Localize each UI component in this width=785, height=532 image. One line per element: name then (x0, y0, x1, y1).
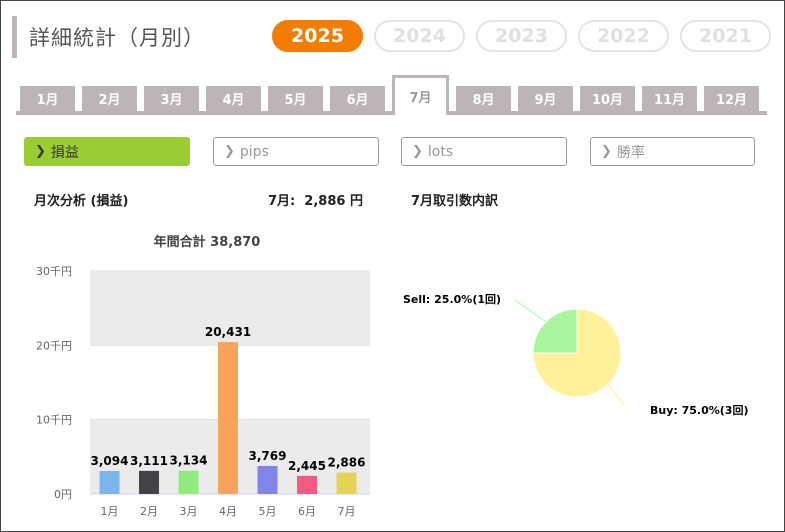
bar-3月 (178, 470, 199, 494)
chevron-right-icon: ❯ (412, 144, 423, 159)
year-tab-2023[interactable]: 2023 (476, 20, 567, 52)
month-tab-9[interactable]: 9月 (518, 86, 573, 111)
pie-label: Sell: 25.0%(1回) (403, 292, 501, 306)
metric-button-profit[interactable]: ❯ 損益 (24, 137, 190, 166)
monthly-value: 7月: 2,886 円 (268, 194, 363, 209)
x-tick-label: 2月 (140, 505, 158, 518)
month-tab-12[interactable]: 12月 (704, 86, 759, 111)
page-title-text: 詳細統計（月別） (29, 26, 205, 50)
data-label: 20,431 (205, 325, 251, 339)
year-tab-2021[interactable]: 2021 (680, 20, 771, 52)
year-tab-2022[interactable]: 2022 (578, 20, 669, 52)
year-tab-2024[interactable]: 2024 (374, 20, 465, 52)
data-label: 2,886 (328, 456, 366, 470)
month-tab-6[interactable]: 6月 (330, 86, 385, 111)
monthly-analysis-title: 月次分析 (損益) (34, 194, 129, 209)
data-label: 3,769 (249, 449, 287, 463)
pie-chart: Buy: 75.0%(3回) Sell: 25.0%(1回) (403, 292, 748, 417)
y-tick-label: 10千円 (36, 414, 72, 427)
y-tick-label: 30千円 (36, 265, 72, 278)
month-tab-4[interactable]: 4月 (206, 86, 261, 111)
month-tab-11[interactable]: 11月 (642, 86, 697, 111)
trades-breakdown-title: 7月取引数内訳 (411, 194, 499, 209)
data-label: 3,134 (170, 454, 208, 468)
month-tab-1[interactable]: 1月 (20, 86, 75, 111)
page-title: 詳細統計（月別） (12, 16, 205, 58)
metric-label: pips (239, 143, 269, 160)
metric-button-lots[interactable]: ❯ lots (401, 137, 567, 166)
bar-2月 (139, 470, 159, 494)
x-tick-label: 1月 (101, 505, 119, 518)
bar-chart: 0円 10千円 20千円 30千円 年間合計 38,870 3,094 1月 3,111 2月 3… (36, 234, 370, 518)
chevron-right-icon: ❯ (35, 144, 46, 159)
chevron-right-icon: ❯ (224, 144, 235, 159)
month-tab-2[interactable]: 2月 (82, 86, 137, 111)
y-tick-label: 20千円 (36, 339, 72, 352)
pie-connector (607, 383, 626, 407)
bar-1月 (99, 471, 120, 494)
month-tab-5[interactable]: 5月 (268, 86, 323, 111)
pie-connector (514, 299, 547, 323)
month-tab-8[interactable]: 8月 (456, 86, 511, 111)
x-tick-label: 6月 (298, 505, 316, 518)
bar-7月 (336, 472, 357, 494)
metric-button-winrate[interactable]: ❯ 勝率 (590, 137, 755, 166)
year-tab-2025[interactable]: 2025 (272, 20, 363, 52)
month-tabs: 1月 2月 3月 4月 5月 6月 7月 8月 9月 10月 11月 12月 (16, 75, 767, 115)
x-tick-label: 5月 (259, 505, 277, 518)
month-tab-3[interactable]: 3月 (144, 86, 199, 111)
data-label: 3,111 (130, 454, 168, 468)
pie-slice-1 (532, 308, 578, 354)
metric-label: 勝率 (616, 144, 645, 161)
data-label: 2,445 (288, 459, 326, 473)
x-tick-label: 3月 (180, 505, 198, 518)
year-tabs: 2025 2024 2023 2022 2021 (272, 20, 771, 52)
pie-label: Buy: 75.0%(3回) (650, 403, 748, 417)
pie-slice-0 (532, 308, 622, 398)
bar-5月 (257, 465, 278, 494)
bar-4月 (218, 342, 238, 494)
metric-label: lots (427, 143, 454, 160)
data-label: 3,094 (91, 454, 129, 468)
y-tick-label: 0円 (54, 488, 72, 501)
metric-label: 損益 (50, 144, 79, 161)
bar-6月 (297, 475, 317, 494)
x-tick-label: 7月 (338, 505, 356, 518)
chevron-right-icon: ❯ (601, 144, 612, 159)
month-tab-7[interactable]: 7月 (392, 75, 449, 115)
grid-band (90, 271, 370, 346)
metric-button-pips[interactable]: ❯ pips (213, 137, 379, 166)
chart-title: 年間合計 38,870 (154, 234, 261, 250)
month-tab-10[interactable]: 10月 (580, 86, 635, 111)
x-tick-label: 4月 (219, 505, 237, 518)
